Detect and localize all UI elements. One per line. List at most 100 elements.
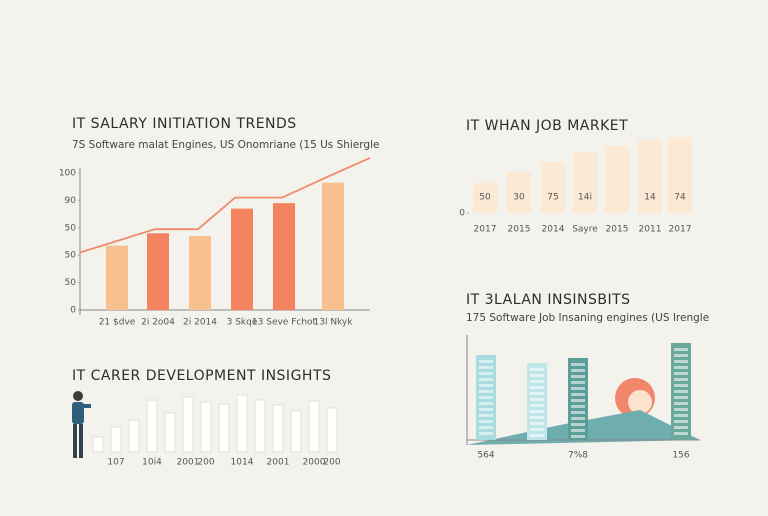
x-tick-label: 2000 [303,458,326,468]
bar-label: 50 [479,193,491,203]
y-tick-label: 0 [459,209,465,219]
building-window [674,360,688,363]
bar [605,146,629,213]
bar [668,137,692,213]
bar [272,404,284,453]
x-tick-label: 2001 [177,458,200,468]
x-tick-label: 21 $dve [99,318,136,328]
x-tick-label: 3 Skqe [227,318,258,328]
building-window [530,398,544,401]
bar-label: 75 [547,193,558,203]
x-tick-label: 13 Seve Fchot [252,318,317,328]
building-window [479,408,493,411]
x-tick-label: 2001 [267,458,290,468]
building-window [530,380,544,383]
building-window [530,386,544,389]
x-tick-label: Sayre [572,225,598,235]
x-tick-label: 200 [323,458,340,468]
building-window [530,404,544,407]
bar [110,426,122,453]
building-window [530,368,544,371]
building-window [530,416,544,419]
building-window [530,392,544,395]
bar [236,394,248,453]
y-tick-label: 90 [65,196,77,206]
x-tick-label: 1014 [231,458,254,468]
building-window [571,429,585,432]
chart-title: IT CARER DEVELOPMENT INSIGHTS [72,368,331,384]
building-window [479,432,493,435]
building-window [479,390,493,393]
bar [231,208,253,310]
chart-title: IT SALARY INITIATION TRENDS [72,116,297,132]
building-window [674,366,688,369]
building-window [674,372,688,375]
y-tick-label: 100 [59,169,76,179]
x-tick-label: 2014 [542,225,565,235]
building-window [674,378,688,381]
y-tick-label: 0 [70,306,76,316]
building-window [571,387,585,390]
building-window [674,354,688,357]
building-window [674,414,688,417]
building-window [674,348,688,351]
bar [507,172,531,213]
building-window [479,420,493,423]
building-window [571,417,585,420]
x-tick-label: 2i 2014 [183,318,217,328]
building-window [479,366,493,369]
building-window [674,384,688,387]
bar [146,399,158,453]
building-window [674,396,688,399]
x-tick-label: 2017 [669,225,692,235]
building-window [571,369,585,372]
building-window [674,426,688,429]
x-tick-label: 2i 2o04 [141,318,175,328]
x-tick-label: 13l Nkyk [314,318,354,328]
bar [106,245,128,310]
y-tick-label: 50 [65,223,77,233]
bar [182,396,194,453]
bar [638,140,662,213]
person-icon [72,391,91,458]
building-window [479,396,493,399]
x-tick-label: 2015 [508,225,531,235]
building-window [479,378,493,381]
bar [573,152,597,213]
building-window [479,426,493,429]
building-window [530,428,544,431]
bar [308,400,320,453]
building-window [571,393,585,396]
x-tick-label: 7%8 [568,451,588,461]
bar [200,401,212,453]
y-tick-label: 50 [65,278,77,288]
x-tick-label: 156 [672,451,689,461]
bar [218,403,230,453]
building-window [674,420,688,423]
building-window [479,360,493,363]
building-window [571,381,585,384]
bar-label: 74 [674,193,686,203]
bar [326,407,338,453]
bar [254,399,266,453]
building-window [571,399,585,402]
building-window [674,402,688,405]
chart-title: IT WHAN JOB MARKET [466,118,628,134]
bar [92,436,104,453]
bar [322,182,344,310]
x-tick-label: 2015 [606,225,629,235]
bar [273,203,295,310]
x-tick-label: 10i4 [142,458,162,468]
building-window [571,411,585,414]
building-window [530,410,544,413]
bar-label: 14 [644,193,656,203]
chart-title: IT 3LALAN INSINSBITS [466,292,631,308]
building-window [571,423,585,426]
bar [541,162,565,213]
building-window [674,390,688,393]
bar [473,183,497,213]
building-window [479,402,493,405]
y-tick-label: 50 [65,251,77,261]
